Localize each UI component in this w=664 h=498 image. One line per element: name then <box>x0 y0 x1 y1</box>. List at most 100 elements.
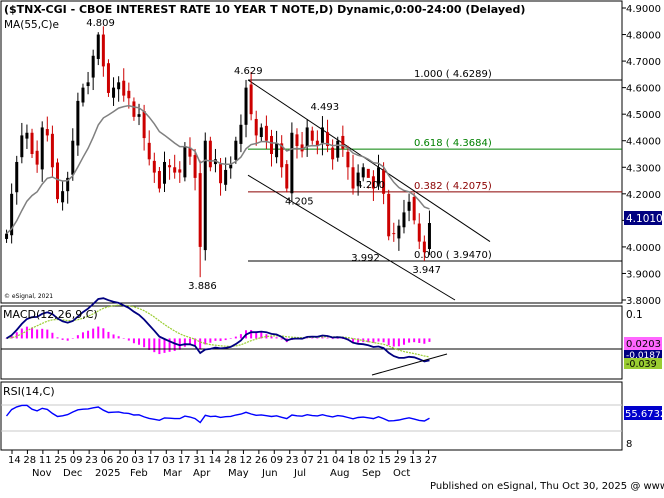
macd-line <box>6 297 430 363</box>
macd-hist-bar <box>418 338 421 343</box>
macd-hist-bar <box>331 338 334 340</box>
macd-hist-bar <box>234 336 237 339</box>
macd-hist-bar <box>138 338 141 345</box>
price-axis-tick-label: 4.2000 <box>626 190 661 201</box>
macd-hist-bar <box>377 338 380 342</box>
macd-hist-badge <box>624 337 662 350</box>
candle-body <box>35 150 39 165</box>
x-axis-month-label: Dec <box>63 468 82 479</box>
candle-body <box>264 125 268 141</box>
candle-body <box>45 129 49 136</box>
macd-hist-bar <box>250 329 253 339</box>
candle-body <box>300 144 304 152</box>
x-axis-day-label: 02 <box>363 455 376 466</box>
macd-hist-bar <box>336 338 339 339</box>
candle-body <box>10 193 14 236</box>
x-axis-day-label: 09 <box>70 455 83 466</box>
macd-hist-bar <box>36 329 39 339</box>
x-axis-day-label: 15 <box>378 455 391 466</box>
macd-hist-bar <box>153 338 156 353</box>
price-annotation: 3.886 <box>188 281 217 292</box>
trend-channel <box>247 79 491 301</box>
price-axis-tick-label: 3.9000 <box>626 269 661 280</box>
candle-body <box>249 84 253 115</box>
macd-hist-bar <box>423 338 426 344</box>
candle-body <box>30 132 34 154</box>
candle-body <box>122 80 126 96</box>
x-axis-day-label: 04 <box>332 455 345 466</box>
price-y-axis: 4.9000 4.8000 4.7000 4.6000 4.5000 4.4000 4.30… <box>622 4 661 307</box>
macd-hist-bar <box>51 332 54 339</box>
macd-hist-bar <box>280 338 283 340</box>
macd-hist-bar <box>209 338 212 343</box>
candle-body <box>198 173 202 247</box>
macd-hist-bar <box>148 338 151 350</box>
candle-body <box>101 34 105 67</box>
candlestick-series <box>5 26 431 278</box>
price-annotation: 3.947 <box>412 265 441 276</box>
x-axis: 14 28 11 25 09 23 06 20 03 17 03 17 31 14 28 12 26 09 23 07… <box>8 450 437 479</box>
macd-trendline <box>371 353 448 376</box>
x-axis-month-label: 2025 <box>95 468 120 479</box>
macd-hist-bar <box>367 338 370 343</box>
price-panel-frame <box>0 0 623 304</box>
candle-body <box>346 151 350 168</box>
x-axis-month-label: Jun <box>261 468 278 479</box>
fib-level-0618-label: 0.618 ( 4.3684) <box>414 138 492 149</box>
signal-value-badge <box>624 358 662 369</box>
price-annotation: 4.205 <box>285 196 314 207</box>
macd-hist-bar <box>117 336 120 339</box>
candle-body <box>239 124 243 144</box>
price-annotation: 4.809 <box>86 18 115 29</box>
x-axis-day-label: 21 <box>317 455 330 466</box>
candle-body <box>285 164 289 189</box>
macd-hist-bar <box>311 337 314 339</box>
price-axis-tick-label: 4.7000 <box>626 57 661 68</box>
price-axis-tick-label: 4.0000 <box>626 243 661 254</box>
macd-hist-bar <box>132 338 135 344</box>
macd-hist-bar <box>316 338 319 339</box>
macd-hist-bar <box>127 338 130 341</box>
macd-hist-bar <box>76 335 79 339</box>
x-axis-day-label: 23 <box>85 455 98 466</box>
x-axis-day-label: 20 <box>116 455 129 466</box>
macd-panel-frame <box>0 305 623 380</box>
x-axis-day-label: 17 <box>178 455 191 466</box>
macd-hist-bar <box>143 338 146 348</box>
candle-body <box>270 135 273 154</box>
candle-body <box>183 146 187 178</box>
x-axis-day-label: 13 <box>409 455 422 466</box>
x-axis-day-label: 25 <box>54 455 67 466</box>
candle-body <box>71 140 75 175</box>
macd-hist-bar <box>270 336 273 339</box>
candle-body <box>178 169 182 173</box>
macd-hist-bar <box>107 331 110 339</box>
macd-hist-bar <box>204 338 207 345</box>
candle-body <box>290 132 294 194</box>
candle-body <box>86 82 90 87</box>
candle-body <box>132 101 136 117</box>
candle-body <box>275 143 279 158</box>
candle-body <box>336 140 340 158</box>
macd-hist-bar <box>321 337 324 339</box>
candle-body <box>331 147 335 160</box>
candle-body <box>315 140 319 147</box>
x-axis-day-label: 26 <box>255 455 268 466</box>
price-axis-tick-label: 4.3000 <box>626 163 661 174</box>
macd-hist-bar <box>260 332 263 339</box>
macd-value: -0.0187 <box>626 351 661 361</box>
candle-body <box>361 167 365 178</box>
rsi-tick: 8 <box>626 439 632 450</box>
price-axis-tick-label: 4.5000 <box>626 110 661 121</box>
candle-body <box>106 63 110 93</box>
candle-body <box>213 159 217 165</box>
macd-hist-bar <box>408 338 411 343</box>
signal-value: -0.039 <box>626 359 657 370</box>
macd-value-badge <box>624 350 662 359</box>
macd-hist-bar <box>102 328 105 339</box>
price-annotation: 4.200 <box>356 180 385 191</box>
x-axis-day-label: 07 <box>301 455 314 466</box>
macd-hist-bar <box>214 338 217 341</box>
price-axis-tick-label: 4.9000 <box>626 4 661 15</box>
candle-body <box>40 127 44 170</box>
